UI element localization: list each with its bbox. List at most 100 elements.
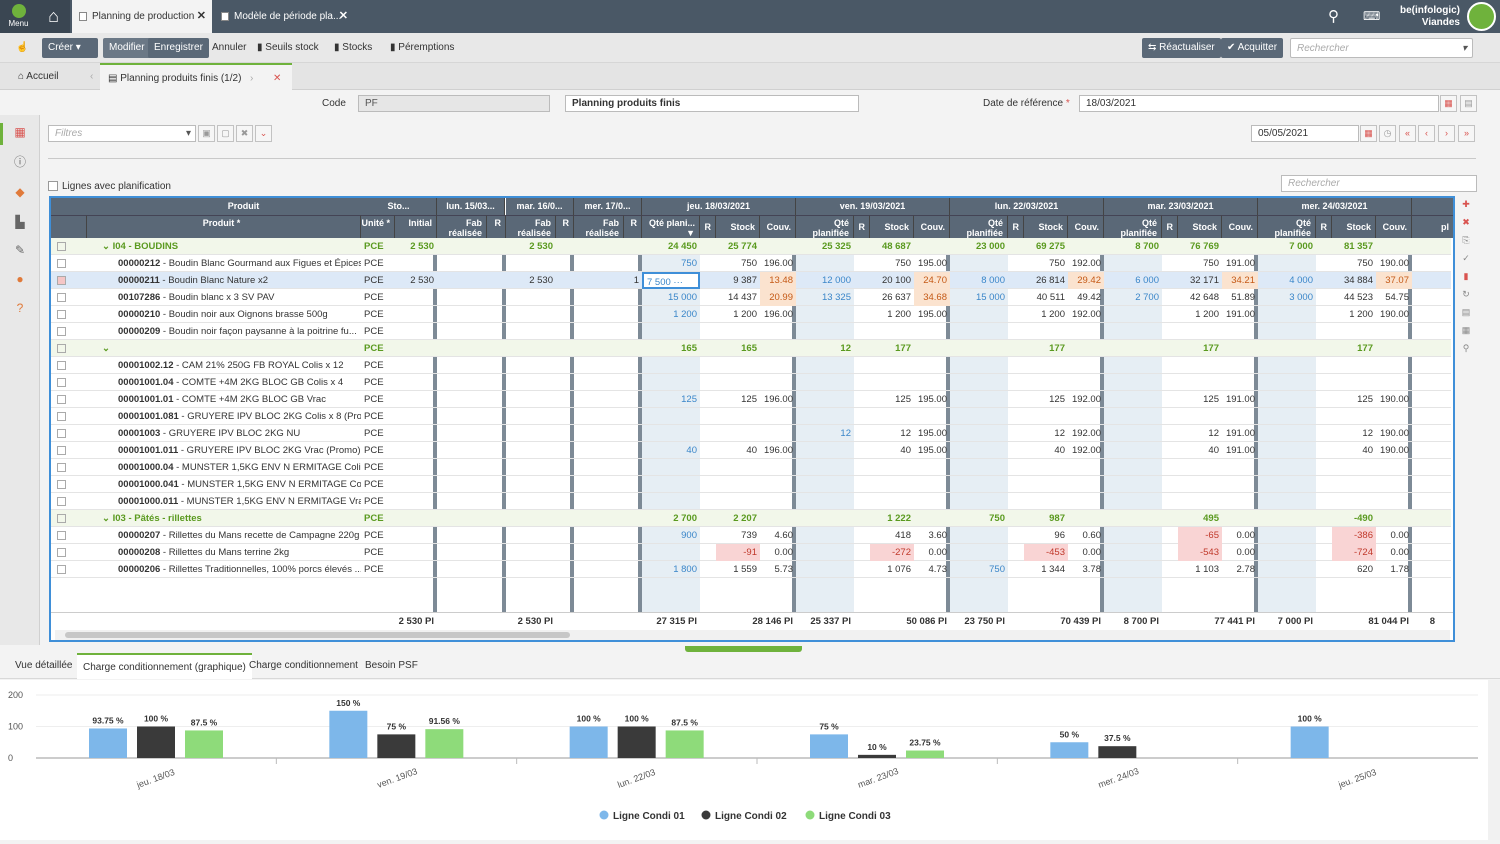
stock-cell[interactable]: 42 648 [1189, 292, 1219, 303]
couverture-cell[interactable]: 29.42 [1068, 272, 1104, 289]
name-field[interactable]: Planning produits finis [565, 95, 859, 112]
stock-cell[interactable]: 750 [1203, 258, 1219, 269]
couverture-cell[interactable]: 190.00 [1379, 309, 1409, 320]
stock-cell[interactable]: 1 200 [1349, 309, 1373, 320]
refresh-icon[interactable]: ↻ [1462, 289, 1470, 299]
print-icon[interactable]: ▤ [1461, 307, 1471, 317]
group-name[interactable]: ⌄ I04 - BOUDINS [87, 238, 361, 255]
couverture-cell[interactable]: 195.00 [917, 394, 947, 405]
couverture-cell[interactable]: 190.00 [1379, 394, 1409, 405]
next-icon[interactable]: › [250, 73, 254, 84]
product-name[interactable]: 00000206 - Rillettes Traditionnelles, 10… [87, 561, 361, 578]
unit-cell[interactable]: PCE [364, 275, 384, 286]
stock-cell[interactable]: 26 814 [1035, 275, 1065, 286]
fab-realisee-cell[interactable]: 2 530 [529, 275, 553, 286]
unit-cell[interactable]: PCE [364, 241, 384, 252]
couverture-cell[interactable]: 20.99 [760, 289, 796, 306]
stock-cell[interactable]: 1 344 [1041, 564, 1065, 575]
couverture-cell[interactable]: 190.00 [1379, 428, 1409, 439]
planned-qty-cell[interactable]: 900 [681, 530, 697, 541]
planned-qty-cell[interactable]: 24 450 [667, 241, 697, 252]
planned-qty-cell[interactable]: 15 000 [975, 292, 1005, 303]
stock-cell[interactable]: -490 [1353, 513, 1373, 524]
date-nav-field[interactable]: 05/05/2021 [1251, 125, 1359, 142]
stock-cell[interactable]: 40 [1054, 445, 1065, 456]
planned-qty-cell[interactable]: 125 [681, 394, 697, 405]
row-checkbox[interactable] [57, 344, 66, 353]
couverture-cell[interactable]: 34.21 [1222, 272, 1258, 289]
table-row[interactable]: 00001001.04 - COMTE +4M 2KG BLOC GB Coli… [51, 374, 1451, 391]
table-row[interactable]: 00001002.12 - CAM 21% 250G FB ROYAL Coli… [51, 357, 1451, 374]
table-row[interactable]: 00000207 - Rillettes du Mans recette de … [51, 527, 1451, 544]
row-checkbox[interactable] [57, 548, 66, 557]
table-row[interactable]: 00001001.011 - GRUYERE IPV BLOC 2KG Vrac… [51, 442, 1451, 459]
initial-stock-cell[interactable]: 2 530 [410, 275, 434, 286]
stock-cell[interactable]: -272 [870, 544, 914, 561]
stock-cell[interactable]: 125 [1203, 394, 1219, 405]
table-row[interactable]: 00001000.04 - MUNSTER 1,5KG ENV N ERMITA… [51, 459, 1451, 476]
unit-cell[interactable]: PCE [364, 513, 384, 524]
stock-cell[interactable]: 1 200 [887, 309, 911, 320]
couverture-cell[interactable]: 196.00 [763, 309, 793, 320]
stock-cell[interactable]: 125 [1357, 394, 1373, 405]
delete-filter-icon[interactable]: ✖ [236, 125, 253, 142]
group-row[interactable]: ⌄ I04 - BOUDINS PCE 2 530 2 530 24 450 25 774… [51, 238, 1451, 255]
unit-cell[interactable]: PCE [364, 479, 384, 490]
stock-cell[interactable]: 750 [741, 258, 757, 269]
stock-cell[interactable]: 25 774 [727, 241, 757, 252]
row-checkbox[interactable] [57, 310, 66, 319]
peremptions-button[interactable]: ▮ Péremptions [390, 42, 455, 53]
stock-cell[interactable]: 750 [1357, 258, 1373, 269]
table-row[interactable]: 00107286 - Boudin blanc x 3 SV PAV PCE 15 … [51, 289, 1451, 306]
couverture-cell[interactable]: 0.00 [1390, 530, 1410, 541]
stock-cell[interactable]: 14 437 [727, 292, 757, 303]
product-name[interactable]: 00001003 - GRUYERE IPV BLOC 2KG NU [87, 425, 361, 442]
group-row[interactable]: ⌄ PCE 165 165 12 177 177 177 177 [51, 340, 1451, 357]
stock-cell[interactable]: 12 [1362, 428, 1373, 439]
stock-cell[interactable]: 9 387 [733, 275, 757, 286]
couverture-cell[interactable]: 0.00 [928, 547, 948, 558]
grid-search-input[interactable]: Rechercher [1281, 175, 1477, 192]
unit-cell[interactable]: PCE [364, 428, 384, 439]
history-icon[interactable]: ▤ [1460, 95, 1477, 112]
keyboard-icon[interactable]: ⌨ [1363, 9, 1381, 23]
planned-qty-cell[interactable]: 23 000 [975, 241, 1005, 252]
stock-cell[interactable]: 1 103 [1195, 564, 1219, 575]
planned-qty-cell[interactable]: 8 000 [981, 275, 1005, 286]
couverture-cell[interactable]: 190.00 [1379, 445, 1409, 456]
tab-charge-graphique[interactable]: Charge conditionnement (graphique) [77, 653, 252, 679]
couverture-cell[interactable]: 4.73 [928, 564, 948, 575]
row-checkbox[interactable] [57, 259, 66, 268]
table-row[interactable]: 00001000.041 - MUNSTER 1,5KG ENV N ERMIT… [51, 476, 1451, 493]
stock-cell[interactable]: -543 [1178, 544, 1222, 561]
unit-cell[interactable]: PCE [364, 377, 384, 388]
table-row[interactable]: 00001003 - GRUYERE IPV BLOC 2KG NU PCE 12 1… [51, 425, 1451, 442]
couverture-cell[interactable]: 191.00 [1225, 394, 1255, 405]
couverture-cell[interactable]: 54.75 [1385, 292, 1409, 303]
planned-qty-cell[interactable]: 2 700 [1135, 292, 1159, 303]
next-page-icon[interactable]: › [1438, 125, 1455, 142]
stock-cell[interactable]: 125 [741, 394, 757, 405]
table-row[interactable]: 00001000.011 - MUNSTER 1,5KG ENV N ERMIT… [51, 493, 1451, 510]
user-icon[interactable]: ● [16, 272, 24, 286]
couverture-cell[interactable]: 49.42 [1077, 292, 1101, 303]
couverture-cell[interactable]: 0.00 [774, 547, 794, 558]
product-name[interactable]: 00001000.04 - MUNSTER 1,5KG ENV N ERMITA… [87, 459, 361, 476]
chevron-down-icon[interactable]: ⌄ [255, 125, 272, 142]
couverture-cell[interactable]: 196.00 [763, 258, 793, 269]
group-name[interactable]: ⌄ I03 - Pâtés - rillettes [87, 510, 361, 527]
unit-cell[interactable]: PCE [364, 394, 384, 405]
couverture-cell[interactable]: 51.89 [1231, 292, 1255, 303]
help-icon[interactable]: ? [16, 301, 24, 315]
stock-cell[interactable]: 81 357 [1343, 241, 1373, 252]
close-tab-icon[interactable]: ✕ [338, 10, 348, 22]
unit-cell[interactable]: PCE [364, 496, 384, 507]
product-name[interactable]: 00001000.011 - MUNSTER 1,5KG ENV N ERMIT… [87, 493, 361, 510]
stock-cell[interactable]: 495 [1203, 513, 1219, 524]
tab-vue-detaillee[interactable]: Vue détaillée [15, 660, 73, 671]
couverture-cell[interactable]: 0.00 [1236, 547, 1256, 558]
tab-charge-conditionnement[interactable]: Charge conditionnement [249, 660, 358, 671]
planned-qty-cell[interactable]: 1 800 [673, 564, 697, 575]
stock-cell[interactable]: 40 [746, 445, 757, 456]
planned-qty-cell[interactable]: 13 325 [821, 292, 851, 303]
